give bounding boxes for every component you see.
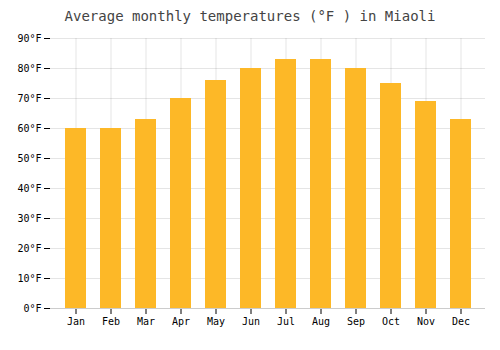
svg-text:Mar: Mar (137, 316, 155, 327)
svg-text:20°F: 20°F (17, 243, 41, 254)
svg-text:May: May (207, 316, 225, 327)
svg-text:10°F: 10°F (17, 273, 41, 284)
svg-text:Oct: Oct (382, 316, 400, 327)
svg-text:Jun: Jun (242, 316, 260, 327)
svg-text:60°F: 60°F (17, 123, 41, 134)
svg-text:Nov: Nov (417, 316, 435, 327)
svg-text:Jan: Jan (67, 316, 85, 327)
svg-text:80°F: 80°F (17, 63, 41, 74)
svg-text:90°F: 90°F (17, 33, 41, 44)
svg-text:50°F: 50°F (17, 153, 41, 164)
html-text:Average monthly temperatures (: Average monthly temperatures (°F ) in Mi… (64, 8, 436, 24)
svg-text:30°F: 30°F (17, 213, 41, 224)
svg-text:Feb: Feb (102, 316, 120, 327)
svg-text:Aug: Aug (312, 316, 330, 327)
svg-text:Apr: Apr (172, 316, 190, 327)
svg-text:Dec: Dec (452, 316, 470, 327)
svg-text:0°F: 0°F (23, 303, 41, 314)
svg-text:40°F: 40°F (17, 183, 41, 194)
svg-text:70°F: 70°F (17, 93, 41, 104)
svg-text:Sep: Sep (347, 316, 365, 327)
svg-text:Jul: Jul (277, 316, 295, 327)
